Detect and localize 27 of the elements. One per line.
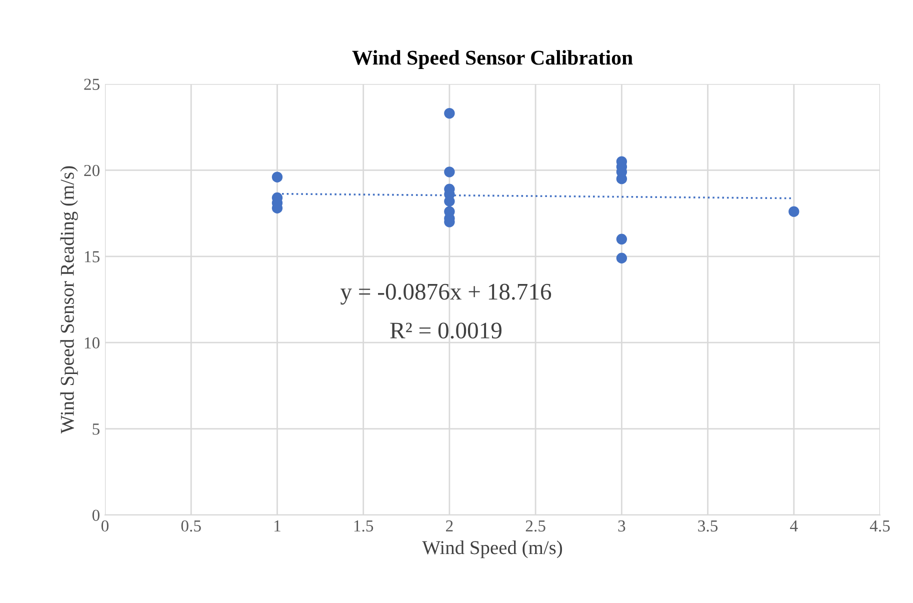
x-tick-label: 1.5: [354, 520, 374, 532]
annotation: R² = 0.0019: [390, 322, 502, 339]
point: [444, 166, 455, 178]
x-tick-label: 1: [274, 520, 280, 532]
x-tick-label: 2.5: [526, 520, 546, 532]
y-tick-label: 25: [84, 78, 100, 90]
x-tick-label: 3.5: [698, 520, 718, 532]
chart-title: Wind Speed Sensor Calibration: [352, 50, 633, 69]
y-axis-title: Wind Speed Sensor Reading (m/s): [60, 166, 78, 434]
y-tick-label: 0: [92, 510, 100, 521]
point: [444, 108, 455, 119]
annotation: y = -0.0876x + 18.716: [340, 284, 552, 305]
point: [616, 252, 628, 264]
x-tick-label: 3: [618, 520, 626, 532]
x-axis-title: Wind Speed (m/s): [422, 540, 562, 558]
y-tick-label: 5: [92, 424, 100, 435]
y-tick-label: 10: [84, 337, 100, 349]
y-tick-label: 15: [84, 251, 100, 262]
x-tick-label: 4: [790, 520, 798, 532]
y-tick-label: 20: [84, 164, 100, 176]
x-tick-label: 4.5: [870, 520, 890, 532]
point: [272, 172, 283, 182]
x-tick-label: 2: [446, 520, 453, 532]
point: [788, 206, 800, 217]
x-tick-label: 0.5: [181, 520, 201, 532]
x-tick-label: 0: [101, 520, 109, 532]
point: [616, 234, 628, 245]
